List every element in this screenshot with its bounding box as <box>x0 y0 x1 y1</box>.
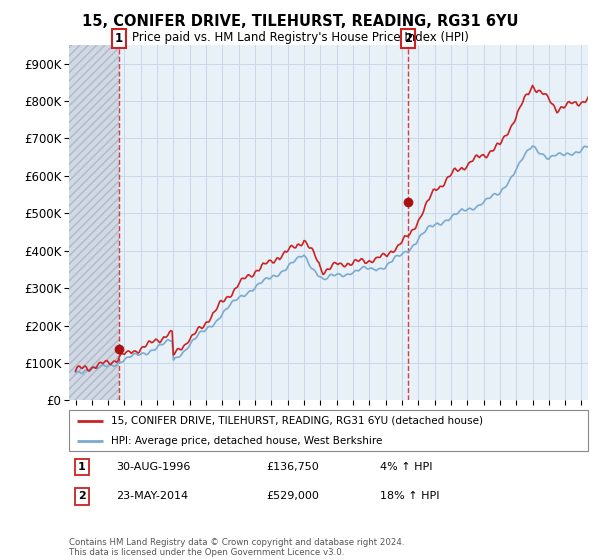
Text: 18% ↑ HPI: 18% ↑ HPI <box>380 492 440 502</box>
Text: 30-AUG-1996: 30-AUG-1996 <box>116 461 190 472</box>
Text: £136,750: £136,750 <box>266 461 319 472</box>
Text: 4% ↑ HPI: 4% ↑ HPI <box>380 461 433 472</box>
Text: 1: 1 <box>115 32 123 45</box>
FancyBboxPatch shape <box>69 410 588 451</box>
Text: Contains HM Land Registry data © Crown copyright and database right 2024.
This d: Contains HM Land Registry data © Crown c… <box>69 538 404 557</box>
Text: £529,000: £529,000 <box>266 492 319 502</box>
Text: Price paid vs. HM Land Registry's House Price Index (HPI): Price paid vs. HM Land Registry's House … <box>131 31 469 44</box>
Text: 1: 1 <box>78 461 86 472</box>
Polygon shape <box>69 45 119 400</box>
Text: 15, CONIFER DRIVE, TILEHURST, READING, RG31 6YU: 15, CONIFER DRIVE, TILEHURST, READING, R… <box>82 14 518 29</box>
Text: 2: 2 <box>78 492 86 502</box>
Text: 15, CONIFER DRIVE, TILEHURST, READING, RG31 6YU (detached house): 15, CONIFER DRIVE, TILEHURST, READING, R… <box>110 416 482 426</box>
Text: 2: 2 <box>404 32 412 45</box>
Text: HPI: Average price, detached house, West Berkshire: HPI: Average price, detached house, West… <box>110 436 382 446</box>
Text: 23-MAY-2014: 23-MAY-2014 <box>116 492 188 502</box>
